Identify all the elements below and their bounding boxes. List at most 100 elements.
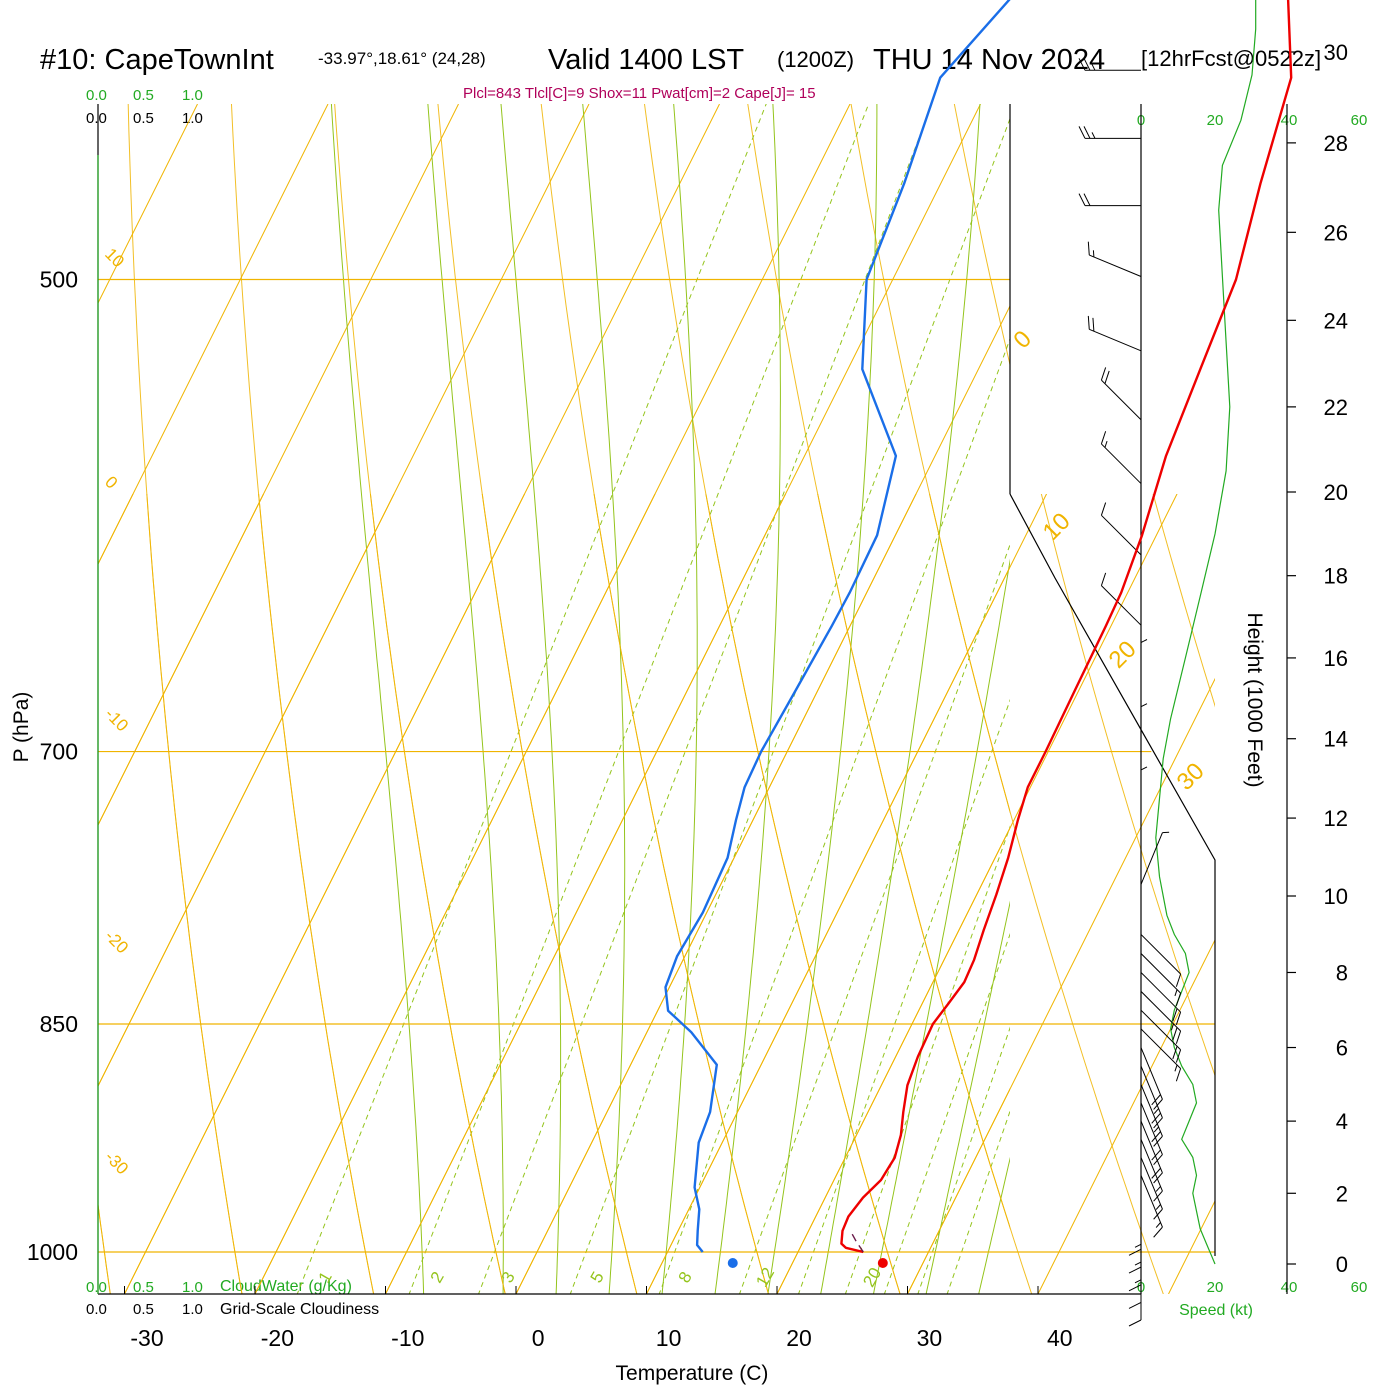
wind-barb-half-feather — [1140, 766, 1148, 771]
isotherm — [776, 494, 1178, 1294]
station-title: #10: CapeTownInt — [40, 44, 274, 76]
isotherm — [515, 494, 917, 1294]
wind-barb-feather — [1078, 126, 1086, 139]
mixing-ratio-line — [658, 337, 1010, 1294]
height-tick-label-16: 16 — [1324, 646, 1348, 671]
wind-barb-half-feather — [1091, 64, 1096, 71]
wind-barb-feather — [1128, 1248, 1142, 1256]
mixing-ratio-label: 12 — [752, 1264, 778, 1290]
cloudiness-scale-top-0: 0.0 — [86, 110, 107, 127]
wind-barb-half-feather — [1134, 1243, 1142, 1248]
wind-speed-line — [1155, 0, 1257, 1265]
height-tick-label-2: 2 — [1336, 1181, 1348, 1206]
valid-time: Valid 1400 LST — [548, 44, 744, 76]
speed-scale-bottom-2: 40 — [1281, 1279, 1298, 1296]
wind-barb-staff — [1140, 1009, 1181, 1051]
height-tick-label-6: 6 — [1336, 1036, 1348, 1061]
isotherm-label: -10 — [101, 704, 132, 735]
mixing-ratio-label: 3 — [498, 1268, 519, 1286]
wind-barb-half-feather — [1091, 132, 1096, 139]
wind-barb-half-feather — [1134, 1261, 1142, 1266]
isotherm — [907, 677, 1215, 1294]
x-axis-title: Temperature (C) — [616, 1362, 769, 1385]
height-tick-label-26: 26 — [1324, 220, 1348, 245]
wind-barb-half-feather — [1104, 440, 1108, 448]
wind-panel — [1078, 0, 1257, 1327]
wind-barb-feather — [1153, 1208, 1163, 1220]
wind-barb-staff — [1140, 1139, 1163, 1192]
temperature-tick-label--20: -20 — [261, 1325, 294, 1351]
wind-barb-half-feather — [1174, 989, 1178, 997]
moist-adiabat — [820, 104, 981, 1294]
mixing-ratio-label: 20 — [859, 1264, 885, 1290]
cloudwater-scale-bottom-1: 0.5 — [133, 1279, 154, 1296]
temperature-tick-label-10: 10 — [656, 1325, 682, 1351]
wind-barb-feather — [1083, 126, 1091, 139]
height-tick-label-18: 18 — [1324, 564, 1348, 589]
dry-adiabat — [481, 494, 638, 1294]
wind-barb-staff — [1140, 832, 1163, 885]
moist-adiabat — [872, 558, 1010, 1294]
moist-adiabat — [661, 104, 698, 1294]
mixing-ratio-line — [296, 104, 767, 1294]
series-dewpoint — [664, 0, 1011, 1253]
isotherm-label-right: 20 — [1104, 636, 1142, 674]
isotherm — [1299, 104, 1400, 1294]
speed-scale-bottom-1: 20 — [1207, 1279, 1224, 1296]
wind-barb-feather — [1175, 1049, 1182, 1063]
temperature-tick-label--30: -30 — [130, 1325, 163, 1351]
isotherm — [1037, 938, 1215, 1294]
moist-adiabat — [330, 104, 425, 1294]
wind-barb-feather — [1100, 431, 1107, 445]
wind-barb-half-feather — [1140, 703, 1148, 708]
wind-barb-feather — [1153, 1172, 1163, 1184]
dry-adiabat — [1357, 0, 1400, 1320]
wind-barb-staff — [1140, 991, 1181, 1032]
wind-barb-feather — [1128, 1302, 1142, 1309]
wind-barb-feather — [1153, 1135, 1163, 1147]
isotherm — [646, 494, 1048, 1294]
pressure-tick-label-1000: 1000 — [27, 1239, 78, 1265]
wind-barb-half-feather — [1153, 1108, 1159, 1114]
wind-barb-feather — [1175, 1011, 1182, 1025]
height-tick-label-12: 12 — [1324, 806, 1348, 831]
isotherm-label-right: 0 — [1008, 325, 1037, 354]
dry-adiabat — [705, 494, 901, 1294]
surface-dewpoint-point — [727, 1258, 738, 1268]
cloudwater-label: CloudWater (g/Kg) — [220, 1278, 352, 1295]
isotherm — [124, 494, 526, 1294]
speed-label: Speed (kt) — [1179, 1302, 1253, 1319]
wind-barb-staff — [1140, 1175, 1163, 1228]
dry-adiabat — [593, 494, 769, 1294]
isotherm-label: 10 — [101, 244, 128, 271]
wind-barb-feather — [1151, 1149, 1161, 1161]
isotherm-label-right: 10 — [1038, 508, 1076, 546]
wind-barb-feather — [1172, 1027, 1178, 1041]
height-tick-label-28: 28 — [1324, 131, 1348, 156]
valid-date: THU 14 Nov 2024 — [873, 44, 1105, 76]
moist-adiabat — [427, 104, 504, 1294]
moist-adiabat — [500, 104, 562, 1294]
wind-barb-feather — [1100, 367, 1107, 381]
dry-adiabat — [644, 104, 901, 1294]
speed-scale-top-2: 40 — [1281, 112, 1298, 129]
wind-barb-feather — [1153, 1098, 1163, 1110]
speed-scale-bottom-3: 60 — [1351, 1279, 1368, 1296]
wind-barb-feather — [1087, 241, 1090, 256]
wind-barb-feather — [1128, 1319, 1142, 1327]
plot-frame — [97, 104, 1216, 1295]
dry-adiabat — [230, 104, 375, 1294]
dry-adiabat — [929, 494, 1164, 1294]
dry-adiabat — [146, 494, 243, 1294]
wind-barb-feather — [1092, 317, 1095, 332]
axis-ticks: 2503004005007008501000-30-20-10010203040… — [27, 40, 1348, 1351]
wind-barb-staff — [1089, 328, 1142, 352]
mixing-ratio-line — [917, 1026, 1010, 1294]
isotherm — [254, 494, 656, 1294]
wind-barb-staff — [1140, 1065, 1163, 1118]
isotherm-label: -20 — [101, 926, 132, 957]
frame-right-lower — [1009, 493, 1216, 1256]
dry-adiabat — [1152, 494, 1215, 708]
wind-barb-feather — [1083, 58, 1091, 71]
